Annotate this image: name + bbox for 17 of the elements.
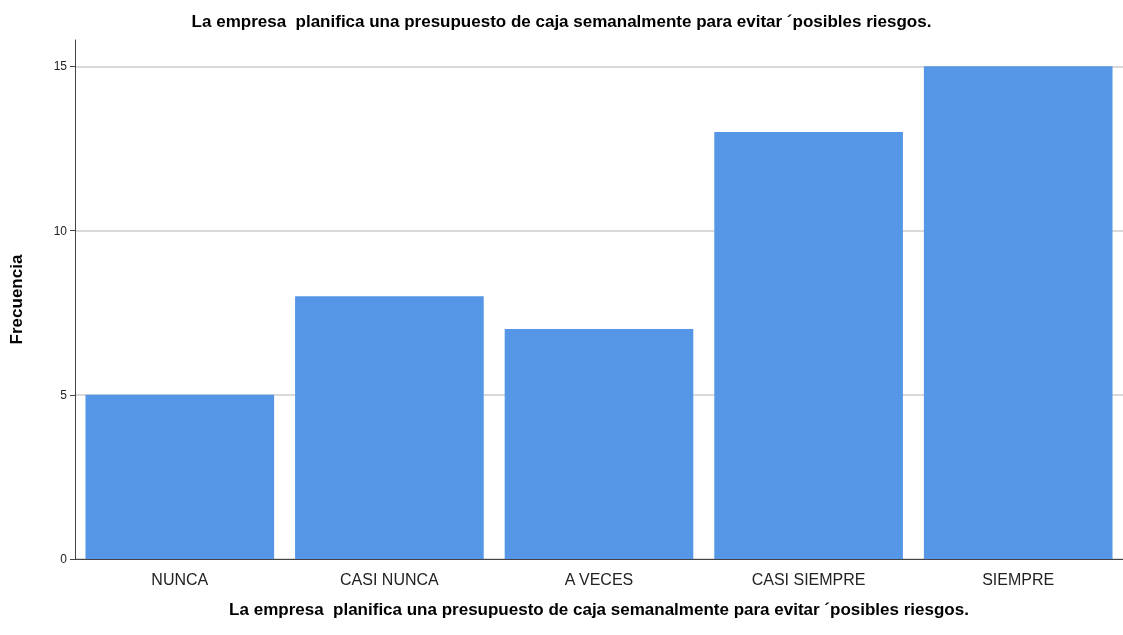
- x-tick-label: CASI NUNCA: [340, 570, 440, 588]
- bar: [504, 329, 694, 559]
- y-tick-label: 0: [60, 552, 68, 566]
- x-tick-label: A VECES: [564, 570, 634, 588]
- y-tick-label: 10: [53, 223, 68, 238]
- bar: [295, 296, 484, 559]
- chart-title: La empresa planifica una presupuesto de caja semanalmente para evitar ´posibles riesgos.: [191, 12, 932, 31]
- y-tick-label: 5: [60, 387, 68, 402]
- x-tick-label: SIEMPRE: [982, 570, 1055, 588]
- bar: [714, 131, 903, 559]
- x-axis-title: La empresa planifica una presupuesto de caja semanalmente para evitar ´posibles riesgos.: [229, 600, 969, 619]
- x-tick-label: NUNCA: [151, 570, 209, 588]
- y-tick-label: 15: [53, 59, 68, 74]
- bar: [923, 66, 1113, 559]
- y-axis-title: Frecuencia: [7, 254, 26, 345]
- bar: [85, 394, 275, 559]
- x-tick-label: CASI SIEMPRE: [751, 570, 866, 588]
